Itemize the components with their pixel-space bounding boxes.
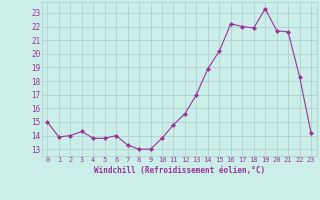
X-axis label: Windchill (Refroidissement éolien,°C): Windchill (Refroidissement éolien,°C) bbox=[94, 166, 265, 175]
